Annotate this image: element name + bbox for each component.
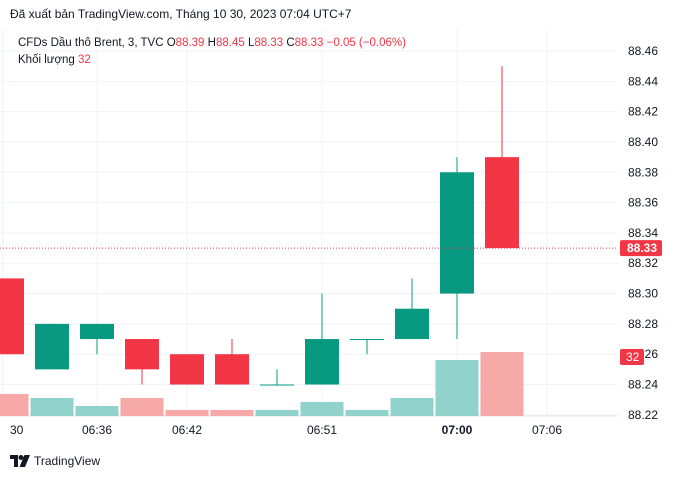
price-tick-label: 88.30 — [628, 287, 658, 301]
candle[interactable] — [485, 66, 519, 249]
volume-bar — [120, 398, 164, 416]
time-tick-label: 06:51 — [307, 423, 337, 437]
volume-bar — [210, 410, 254, 416]
published-caption: Đã xuất bản TradingView.com, Tháng 10 30… — [10, 7, 352, 21]
tradingview-brand[interactable]: TradingView — [10, 454, 100, 468]
candle-body — [440, 172, 474, 294]
candle-body — [125, 339, 159, 370]
price-tick-label: 88.22 — [628, 408, 658, 422]
volume-bar — [345, 410, 389, 416]
volume-label[interactable]: Khối lượng — [18, 54, 75, 66]
chart-legend: CFDs Dầu thô Brent, 3, TVC O88.39 H88.45… — [18, 35, 406, 69]
price-tick-label: 88.32 — [628, 256, 658, 270]
candle[interactable] — [35, 323, 69, 370]
tradingview-logo-icon — [10, 455, 30, 467]
volume-tag — [620, 349, 644, 365]
price-tick-label: 88.36 — [628, 196, 658, 210]
volume-bar — [390, 398, 434, 416]
candle[interactable] — [395, 278, 429, 340]
low-label: L — [247, 37, 255, 49]
candle-body — [0, 278, 24, 355]
candle-body — [215, 354, 249, 385]
price-axis[interactable]: 88.2288.2488.2688.2888.3088.3288.3488.36… — [620, 44, 662, 422]
time-tick-label: 06:42 — [172, 423, 202, 437]
last-price-tag — [620, 240, 662, 257]
time-axis[interactable]: 30 06:36 06:42 06:51 07:00 07:06 — [10, 423, 562, 437]
candle-body — [80, 323, 114, 340]
ohlc-row: CFDs Dầu thô Brent, 3, TVC O88.39 H88.45… — [18, 35, 406, 52]
time-tick-label: 07:00 — [442, 423, 473, 437]
price-tick-label: 88.44 — [628, 74, 658, 88]
price-tick-label: 88.42 — [628, 105, 658, 119]
volume-bar — [255, 410, 299, 416]
time-tick-label: 30 — [10, 423, 24, 437]
candle[interactable] — [260, 369, 294, 386]
candle[interactable] — [0, 278, 24, 355]
candles[interactable] — [0, 66, 519, 386]
high-label: H — [207, 37, 216, 49]
volume-tag-label: 32 — [626, 350, 640, 364]
grid — [0, 28, 617, 417]
price-tick-label: 88.24 — [628, 378, 658, 392]
close-value: 88.33 — [294, 37, 324, 49]
volume-bars — [0, 352, 524, 416]
volume-bar — [435, 360, 479, 416]
candle-body — [350, 339, 384, 341]
candle-body — [260, 384, 294, 386]
symbol-label[interactable]: CFDs Dầu thô Brent, 3, TVC — [18, 37, 164, 49]
volume-bar — [300, 402, 344, 416]
candle[interactable] — [215, 339, 249, 385]
last-price-tag-label: 88.33 — [627, 241, 657, 255]
candle-body — [395, 308, 429, 340]
close-label: C — [286, 37, 295, 49]
candle-body — [35, 323, 69, 370]
open-value: 88.39 — [175, 37, 205, 49]
volume-bar — [30, 398, 74, 416]
candle-body — [170, 354, 204, 385]
volume-bar — [0, 394, 29, 416]
candle[interactable] — [125, 339, 159, 385]
time-tick-label: 07:06 — [532, 423, 562, 437]
change-value: −0.05 (−0.06%) — [326, 37, 406, 49]
time-tick-label: 06:36 — [82, 423, 112, 437]
candle-body — [305, 339, 339, 385]
open-label: O — [166, 37, 176, 49]
candle[interactable] — [80, 323, 114, 355]
candle[interactable] — [305, 293, 339, 385]
low-value: 88.33 — [254, 37, 284, 49]
price-tick-label: 88.38 — [628, 165, 658, 179]
candle-body — [485, 157, 519, 249]
price-tick-label: 88.28 — [628, 317, 658, 331]
volume-bar — [75, 406, 119, 416]
high-value: 88.45 — [215, 37, 245, 49]
candle[interactable] — [170, 354, 204, 385]
brand-name: TradingView — [34, 454, 101, 468]
price-tick-label: 88.40 — [628, 135, 658, 149]
price-tick-label: 88.46 — [628, 44, 658, 58]
volume-value: 32 — [78, 54, 91, 66]
candle[interactable] — [350, 339, 384, 355]
volume-bar — [480, 352, 524, 416]
volume-row: Khối lượng 32 — [18, 52, 406, 69]
price-tick-label: 88.34 — [628, 226, 658, 240]
volume-bar — [165, 410, 209, 416]
candle[interactable] — [440, 157, 474, 340]
